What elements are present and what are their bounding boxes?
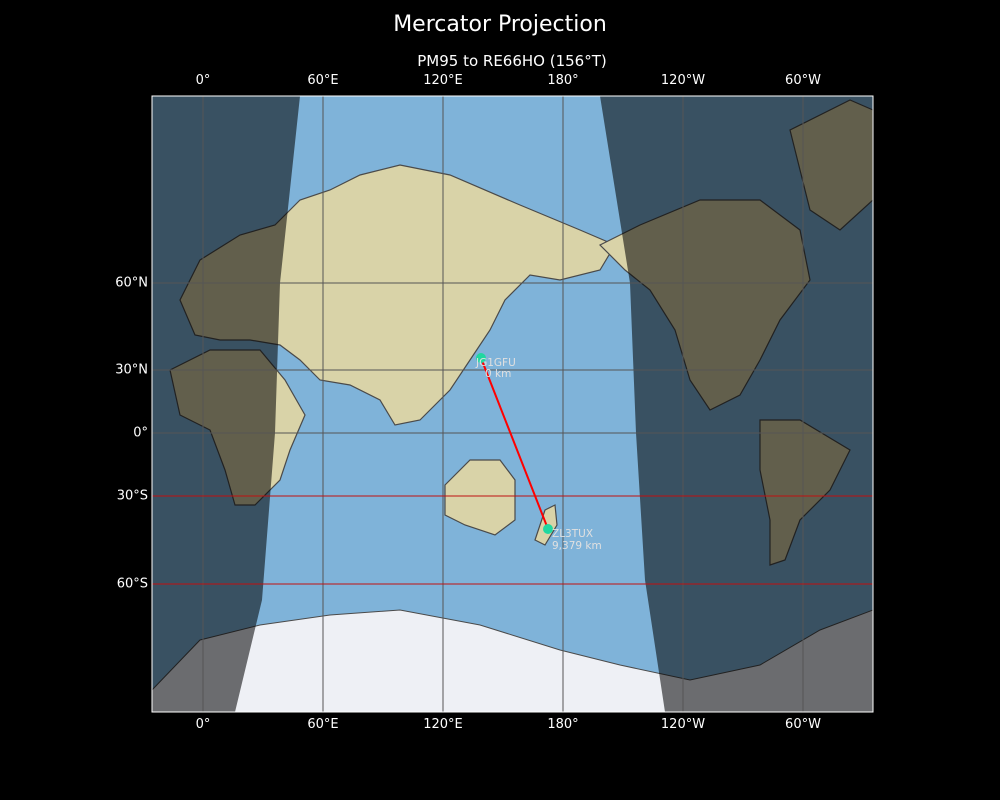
- lon-label-bottom: 0°: [195, 717, 211, 732]
- lat-label: 60°N: [115, 275, 148, 291]
- lon-label-top: 180°: [547, 73, 579, 88]
- lat-label: 30°N: [115, 362, 148, 378]
- great-circle-path: [480, 357, 549, 530]
- lon-label-top: 120°W: [660, 73, 706, 88]
- eurasia: [179, 164, 616, 426]
- station-call-origin: JG1GFU: [475, 357, 516, 369]
- australia: [444, 459, 516, 536]
- lon-label-top: 120°E: [423, 73, 463, 88]
- lon-label-top: 60°W: [785, 73, 821, 88]
- night-shade-east: [600, 96, 873, 712]
- lon-label-bottom: 120°W: [660, 717, 706, 732]
- lon-label-bottom: 180°: [547, 717, 579, 732]
- lon-label-bottom: 60°W: [785, 717, 821, 732]
- lat-label: 30°S: [116, 488, 148, 504]
- station-distance-origin: 0 km: [485, 368, 511, 380]
- figure-title: Mercator Projection: [393, 12, 607, 37]
- station-marker-destination[interactable]: [543, 524, 553, 534]
- station-call-destination: ZL3TUX: [552, 528, 593, 540]
- lon-label-top: 0°: [195, 73, 211, 88]
- lat-label: 60°S: [116, 576, 148, 592]
- map-subtitle: PM95 to RE66HO (156°T): [417, 52, 607, 70]
- station-marker-origin[interactable]: [476, 353, 486, 363]
- night-shade-west: [152, 96, 300, 712]
- map-frame: [151, 95, 874, 713]
- lon-label-bottom: 60°E: [307, 717, 339, 732]
- lat-label: 0°: [133, 425, 148, 441]
- station-distance-destination: 9,379 km: [552, 540, 602, 552]
- lon-label-top: 60°E: [307, 73, 339, 88]
- lon-label-bottom: 120°E: [423, 717, 463, 732]
- gridlines: [152, 96, 873, 712]
